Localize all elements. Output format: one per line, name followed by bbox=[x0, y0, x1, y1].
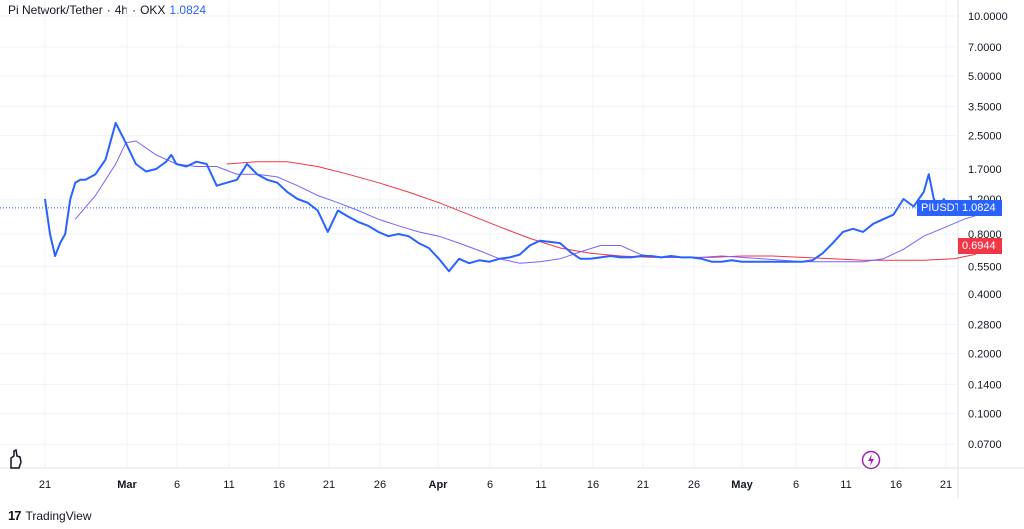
time-axis: 21 Mar 6 11 16 21 26 Apr 6 11 16 21 26 May 6 11 16 21 bbox=[39, 479, 952, 491]
y-tick-label: 2.5000 bbox=[968, 131, 1002, 143]
x-tick-label: 21 bbox=[637, 479, 649, 491]
interval-label[interactable]: 4h bbox=[114, 3, 129, 17]
y-tick-label: 1.7000 bbox=[968, 164, 1002, 176]
y-tick-label: 0.8000 bbox=[968, 229, 1002, 241]
price-badge: 1.0824 bbox=[958, 199, 1002, 216]
tradingview-icon: 17 bbox=[8, 508, 22, 523]
exchange-label: OKX bbox=[140, 3, 166, 17]
symbol-name[interactable]: Pi Network/Tether bbox=[8, 3, 103, 17]
y-tick-label: 0.1000 bbox=[968, 408, 1002, 420]
brand-name: TradingView bbox=[25, 508, 92, 523]
y-tick-label: 0.0700 bbox=[968, 439, 1002, 451]
y-tick-label: 0.2800 bbox=[968, 320, 1002, 332]
x-tick-label: 26 bbox=[374, 479, 386, 491]
x-tick-label: 26 bbox=[688, 479, 700, 491]
x-tick-label: 6 bbox=[487, 479, 493, 491]
y-tick-label: 3.5000 bbox=[968, 102, 1002, 114]
x-tick-label: 21 bbox=[323, 479, 335, 491]
ma-fast-line bbox=[74, 140, 995, 264]
y-tick-label: 7.0000 bbox=[968, 42, 1002, 54]
last-price: 1.0824 bbox=[169, 3, 207, 17]
y-tick-label: 0.4000 bbox=[968, 289, 1002, 301]
price-axis: 10.00007.00005.00003.50002.50001.70001.2… bbox=[968, 11, 1008, 451]
x-tick-label: Mar bbox=[117, 479, 137, 491]
chart-header: Pi Network/Tether · 4h · OKX 1.0824 bbox=[8, 3, 206, 17]
chart-grid bbox=[0, 0, 958, 468]
symbol-badge: PIUSDT bbox=[917, 199, 966, 216]
y-tick-label: 5.0000 bbox=[968, 71, 1002, 83]
x-tick-label: May bbox=[731, 479, 753, 491]
tradingview-logo[interactable]: 17 TradingView bbox=[8, 508, 92, 523]
ma-badge: 0.6944 bbox=[958, 238, 1002, 255]
x-tick-label: 11 bbox=[223, 479, 234, 491]
x-tick-label: 16 bbox=[273, 479, 285, 491]
header-separator: · bbox=[132, 3, 137, 17]
lightning-icon[interactable] bbox=[861, 450, 881, 470]
y-tick-label: 0.2000 bbox=[968, 349, 1002, 361]
x-tick-label: 16 bbox=[890, 479, 902, 491]
x-tick-label: 6 bbox=[174, 479, 180, 491]
x-tick-label: 21 bbox=[940, 479, 952, 491]
hand-pointer-icon[interactable] bbox=[6, 448, 26, 470]
x-tick-label: 16 bbox=[587, 479, 599, 491]
x-tick-label: 21 bbox=[39, 479, 51, 491]
y-tick-label: 0.5500 bbox=[968, 261, 1002, 273]
ma-slow-line bbox=[226, 161, 995, 261]
x-tick-label: 11 bbox=[535, 479, 546, 491]
y-tick-label: 10.0000 bbox=[968, 11, 1008, 23]
x-tick-label: 11 bbox=[840, 479, 851, 491]
y-tick-label: 0.1400 bbox=[968, 379, 1002, 391]
x-tick-label: Apr bbox=[429, 479, 449, 491]
price-line bbox=[44, 121, 995, 273]
header-separator: · bbox=[106, 3, 111, 17]
x-tick-label: 6 bbox=[793, 479, 799, 491]
